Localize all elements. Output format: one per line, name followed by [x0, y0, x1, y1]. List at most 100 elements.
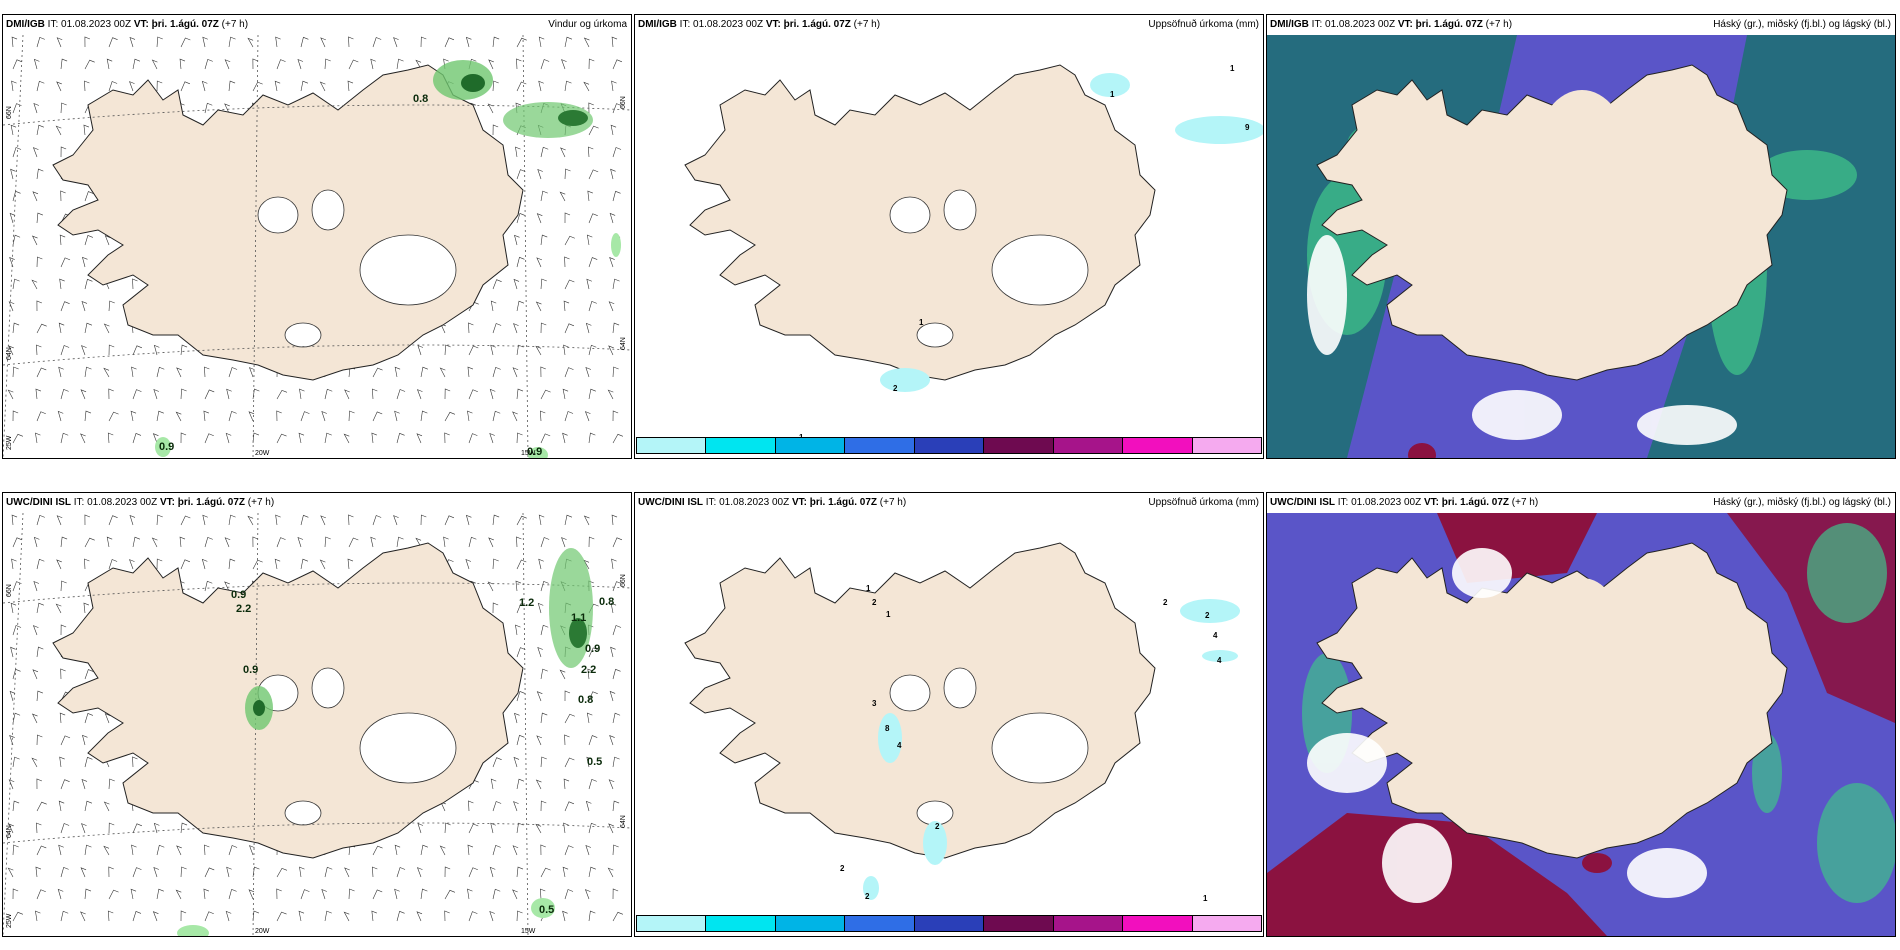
wind-barb — [84, 669, 94, 680]
wind-barb — [84, 888, 92, 900]
wind-barb — [540, 624, 549, 636]
wind-barb — [611, 514, 618, 526]
wind-barb — [228, 514, 236, 526]
wind-barb — [586, 756, 592, 768]
wind-barb — [58, 844, 64, 856]
wind-barb — [394, 410, 400, 422]
wind-barb — [489, 433, 495, 444]
wind-barb — [371, 910, 377, 922]
wind-barb — [11, 80, 17, 92]
map-svg — [1267, 35, 1895, 458]
wind-barb — [33, 580, 40, 592]
wind-barb — [372, 37, 382, 48]
wind-barb — [564, 279, 575, 290]
glacier — [359, 234, 457, 306]
wind-barb — [204, 389, 215, 400]
wind-barb — [300, 80, 309, 92]
wind-barb — [248, 889, 255, 900]
colorbar-tick-label: 25 — [775, 936, 784, 937]
wind-barb — [584, 411, 591, 422]
wind-barb — [8, 779, 15, 790]
colorbar-tick-label: 400 — [1192, 936, 1205, 937]
wind-barb — [298, 910, 305, 922]
wind-barb — [84, 537, 95, 548]
lead-time: (+7 h) — [853, 19, 881, 30]
glacier — [991, 234, 1089, 306]
wind-barb — [536, 213, 543, 224]
wind-barb — [372, 889, 383, 900]
wind-barb — [81, 345, 87, 356]
map-clouds[interactable] — [1267, 35, 1895, 458]
precip-label: 1.2 — [519, 597, 534, 609]
wind-barb — [343, 433, 350, 444]
grid-line — [522, 513, 529, 936]
wind-barb — [516, 344, 524, 356]
wind-barb — [514, 712, 520, 724]
wind-barb — [8, 823, 14, 834]
wind-barb — [204, 536, 213, 548]
wind-barb — [540, 580, 549, 592]
map-accum-precip[interactable]: 1 1 9 1 2 1 — [635, 35, 1263, 458]
wind-barb — [201, 80, 208, 92]
wind-barb — [516, 213, 526, 224]
model-name: DMI/IGB — [638, 19, 677, 30]
wind-barb — [512, 367, 519, 378]
wind-barb — [564, 514, 573, 526]
wind-barb — [129, 514, 136, 526]
map-wind-precip[interactable]: 0.8 0.9 0.9 66N 66N 64N 64N 20W 15W 25W — [3, 35, 631, 458]
colorbar-tick-label: 400 — [1192, 458, 1205, 459]
wind-barb — [299, 388, 305, 400]
wind-barb — [132, 536, 141, 548]
wind-barb — [561, 537, 567, 548]
wind-barb — [516, 432, 523, 444]
wind-barb — [60, 735, 71, 746]
wind-barb — [82, 734, 88, 746]
colorbar-segment — [984, 916, 1054, 931]
panel-uwc-accum-precip: UWC/DINI ISL IT: 01.08.2023 00Z VT: þri.… — [634, 492, 1264, 937]
wind-barb — [225, 910, 232, 922]
wind-barb — [444, 388, 451, 400]
wind-barb — [228, 80, 236, 92]
wind-barb — [36, 80, 45, 92]
wind-barb — [393, 37, 399, 48]
wind-barb — [416, 867, 423, 878]
wind-barb — [609, 690, 616, 702]
wind-barb — [516, 734, 525, 746]
colorbar — [636, 437, 1262, 454]
wind-barb — [152, 911, 159, 922]
wind-barb — [583, 37, 590, 48]
grid-line — [3, 35, 24, 458]
wind-barb — [348, 36, 354, 48]
map-wind-precip[interactable]: 0.9 2.2 0.9 1.2 1.1 0.8 0.9 2.2 0.8 0.5 … — [3, 513, 631, 936]
wind-barb — [7, 389, 14, 400]
precip-value: 1 — [866, 584, 871, 593]
wind-barb — [420, 366, 428, 378]
model-name: DMI/IGB — [1270, 19, 1309, 30]
precip-value: 9 — [1245, 123, 1250, 132]
map-accum-precip[interactable]: 1 2 1 2 2 4 4 3 8 4 2 2 2 1 — [635, 513, 1263, 936]
wind-barb — [132, 345, 143, 356]
wind-barb — [12, 581, 22, 592]
wind-barb — [587, 668, 593, 680]
axis-label: 15W — [521, 928, 536, 935]
wind-barb — [108, 559, 118, 570]
wind-barb — [444, 411, 456, 422]
wind-barb — [56, 81, 62, 92]
wind-barb — [8, 301, 15, 312]
precip-label: 2.2 — [581, 664, 596, 676]
axis-label: 25W — [6, 913, 13, 928]
wind-barb — [60, 432, 69, 444]
init-time: IT: 01.08.2023 00Z — [705, 497, 790, 508]
wind-barb — [588, 125, 599, 136]
wind-barb — [540, 668, 548, 680]
lead-time: (+7 h) — [221, 19, 249, 30]
glacier — [916, 322, 954, 348]
map-clouds[interactable] — [1267, 513, 1895, 936]
glacier — [311, 189, 345, 231]
wind-barb — [180, 866, 187, 878]
wind-barb — [252, 559, 263, 570]
wind-barb — [276, 59, 286, 70]
wind-barb — [609, 735, 615, 746]
wind-barb — [372, 515, 382, 526]
wind-barb — [444, 822, 451, 834]
